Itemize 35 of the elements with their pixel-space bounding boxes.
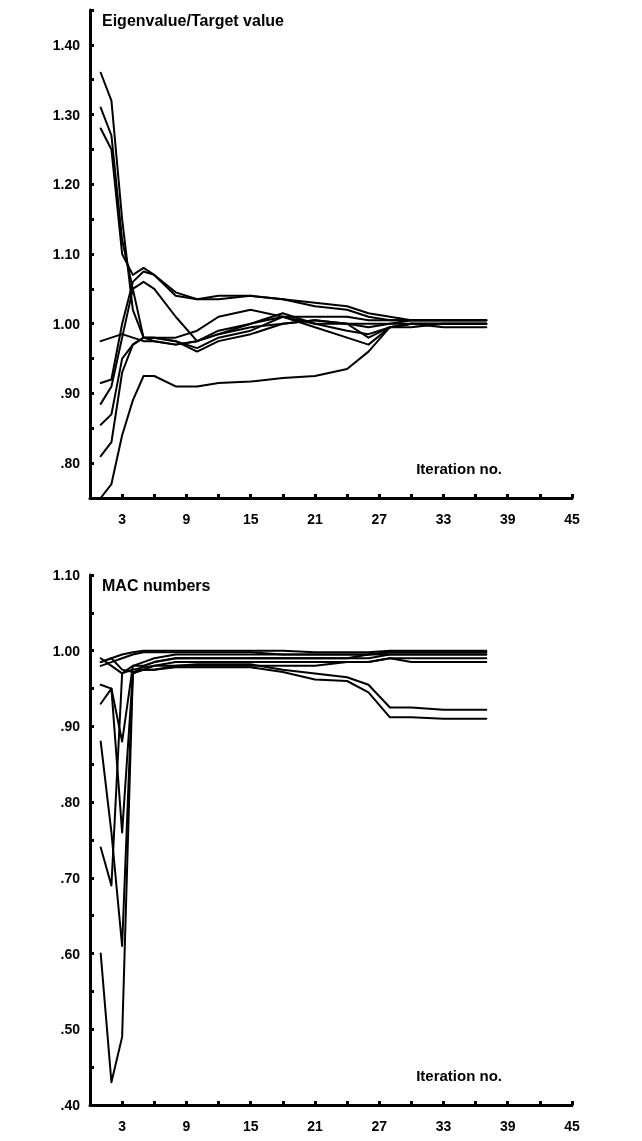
- x-tick-label: 45: [564, 1118, 580, 1134]
- x-tick-label: 15: [242, 1118, 259, 1134]
- x-tick-label: 27: [371, 1118, 388, 1134]
- y-tick-label: 1.40: [52, 36, 81, 53]
- y-tick-label: .90: [60, 718, 81, 735]
- x-tick-label: 27: [371, 511, 388, 527]
- y-axis-title: Eigenvalue/Target value: [102, 11, 285, 29]
- x-tick-label: 39: [499, 1118, 516, 1134]
- x-tick-label: 3: [118, 511, 127, 527]
- x-tick-label: 33: [435, 1118, 452, 1134]
- y-tick-label: .70: [60, 869, 81, 886]
- y-tick-label: .50: [60, 1021, 81, 1038]
- x-axis-title: Iteration no.: [416, 1067, 502, 1084]
- y-tick-label: 1.10: [52, 246, 81, 262]
- y-tick-label: .90: [60, 385, 81, 402]
- y-tick-label: .40: [60, 1097, 81, 1113]
- y-tick-label: .80: [60, 455, 81, 472]
- y-tick-label: 1.20: [52, 176, 81, 193]
- x-tick-label: 39: [499, 511, 516, 527]
- y-tick-label: 1.00: [52, 315, 81, 332]
- y-tick-label: 1.00: [52, 642, 81, 659]
- x-tick-label: 45: [564, 511, 580, 527]
- x-tick-label: 33: [435, 511, 452, 527]
- y-tick-label: 1.30: [52, 106, 81, 123]
- x-tick-label: 21: [307, 1118, 323, 1134]
- x-tick-label: 9: [182, 1118, 191, 1134]
- y-tick-label: 1.10: [52, 567, 81, 583]
- x-tick-label: 21: [307, 511, 323, 527]
- x-tick-label: 3: [118, 1118, 127, 1134]
- y-tick-label: .60: [60, 945, 81, 962]
- x-tick-label: 9: [182, 511, 191, 527]
- y-tick-label: .80: [60, 794, 81, 811]
- x-tick-label: 15: [242, 511, 259, 527]
- y-axis-title: MAC numbers: [102, 576, 211, 594]
- x-axis-title: Iteration no.: [416, 460, 502, 477]
